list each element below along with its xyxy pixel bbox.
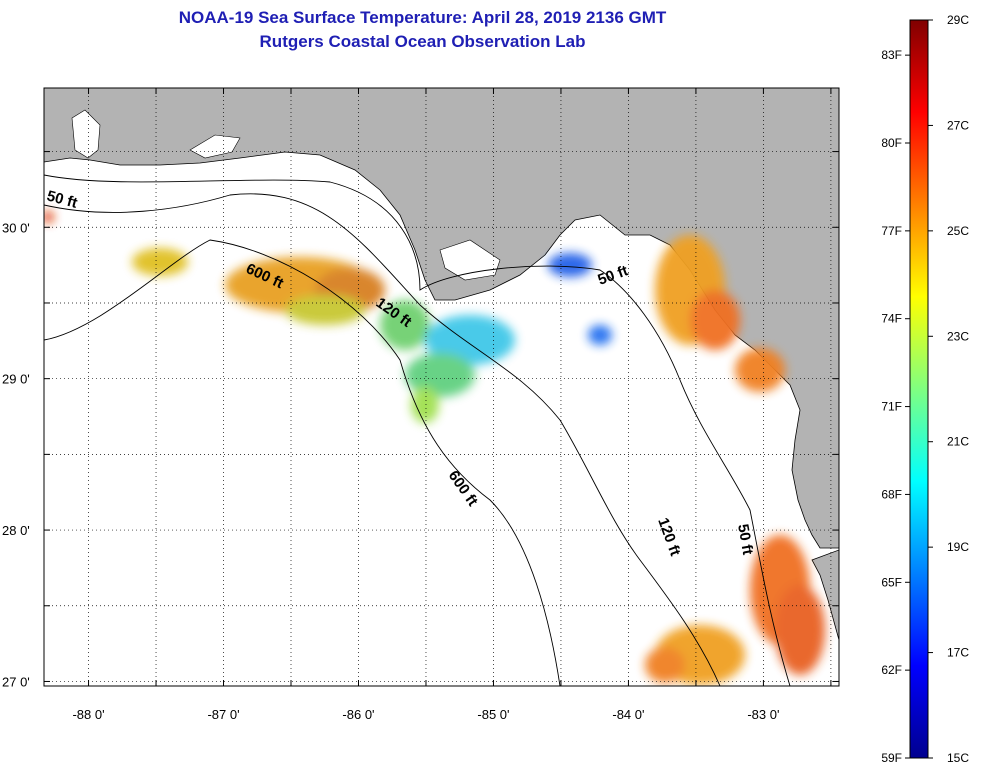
colorbar-label-c: 29C: [947, 13, 969, 27]
map-title: NOAA-19 Sea Surface Temperature: April 2…: [178, 8, 667, 27]
lon-tick-label: -86 0': [342, 707, 374, 722]
lat-tick-label: 28 0': [2, 523, 30, 538]
axis-ticks: -88 0' -87 0' -86 0' -85 0' -84 0' -83 0' 30 0…: [2, 88, 839, 722]
land-mass-south: [811, 549, 839, 641]
colorbar-label-c: 17C: [947, 646, 969, 660]
colorbar-label-c: 19C: [947, 540, 969, 554]
contour-120ft: [44, 193, 721, 686]
contour-50ft: [44, 174, 791, 686]
lat-tick-label: 27 0': [2, 674, 30, 689]
colorbar-label-c: 21C: [947, 435, 969, 449]
colorbar-label-f: 77F: [881, 224, 902, 238]
graticule: [44, 88, 839, 686]
colorbar-label-f: 62F: [881, 663, 902, 677]
bay-shape-2: [189, 134, 241, 159]
map-subtitle: Rutgers Coastal Ocean Observation Lab: [259, 32, 586, 51]
colorbar-label-f: 83F: [881, 48, 902, 62]
depth-contours: [44, 174, 791, 686]
contour-label-50ft-south: 50 ft: [734, 523, 756, 556]
lon-tick-label: -83 0': [747, 707, 779, 722]
colorbar-label-f: 80F: [881, 136, 902, 150]
map-frame: [43, 87, 840, 687]
colorbar-label-f: 68F: [881, 487, 902, 501]
lon-tick-label: -88 0': [72, 707, 104, 722]
colorbar-label-f: 59F: [881, 751, 902, 765]
bay-shape-3: [439, 239, 501, 281]
land-mass: [44, 88, 839, 549]
lon-tick-label: -84 0': [612, 707, 644, 722]
colorbar-label-f: 71F: [881, 400, 902, 414]
colorbar-ticks: 29C 27C 25C 23C 21C 19C 17C 15C 83F 80F 77F 74F 71F 6…: [881, 13, 969, 765]
sst-overlay: [44, 211, 825, 685]
colorbar-label-c: 15C: [947, 751, 969, 765]
lon-tick-label: -85 0': [477, 707, 509, 722]
lat-tick-label: 29 0': [2, 372, 30, 387]
colorbar-label-c: 23C: [947, 329, 969, 343]
bay-shape: [71, 109, 101, 159]
colorbar-label-c: 27C: [947, 118, 969, 132]
colorbar: [909, 19, 929, 759]
colorbar-label-c: 25C: [947, 224, 969, 238]
colorbar-label-f: 65F: [881, 575, 902, 589]
lon-tick-label: -87 0': [207, 707, 239, 722]
colorbar-label-f: 74F: [881, 312, 902, 326]
contour-600ft: [44, 239, 561, 686]
lat-tick-label: 30 0': [2, 220, 30, 235]
